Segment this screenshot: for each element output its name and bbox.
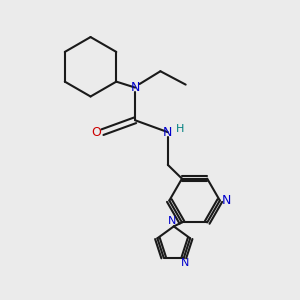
Text: N: N — [163, 126, 172, 139]
Text: N: N — [168, 216, 176, 226]
Text: O: O — [91, 126, 101, 139]
Text: N: N — [222, 194, 231, 207]
Text: N: N — [130, 81, 140, 94]
Text: H: H — [176, 124, 184, 134]
Text: N: N — [181, 258, 190, 268]
